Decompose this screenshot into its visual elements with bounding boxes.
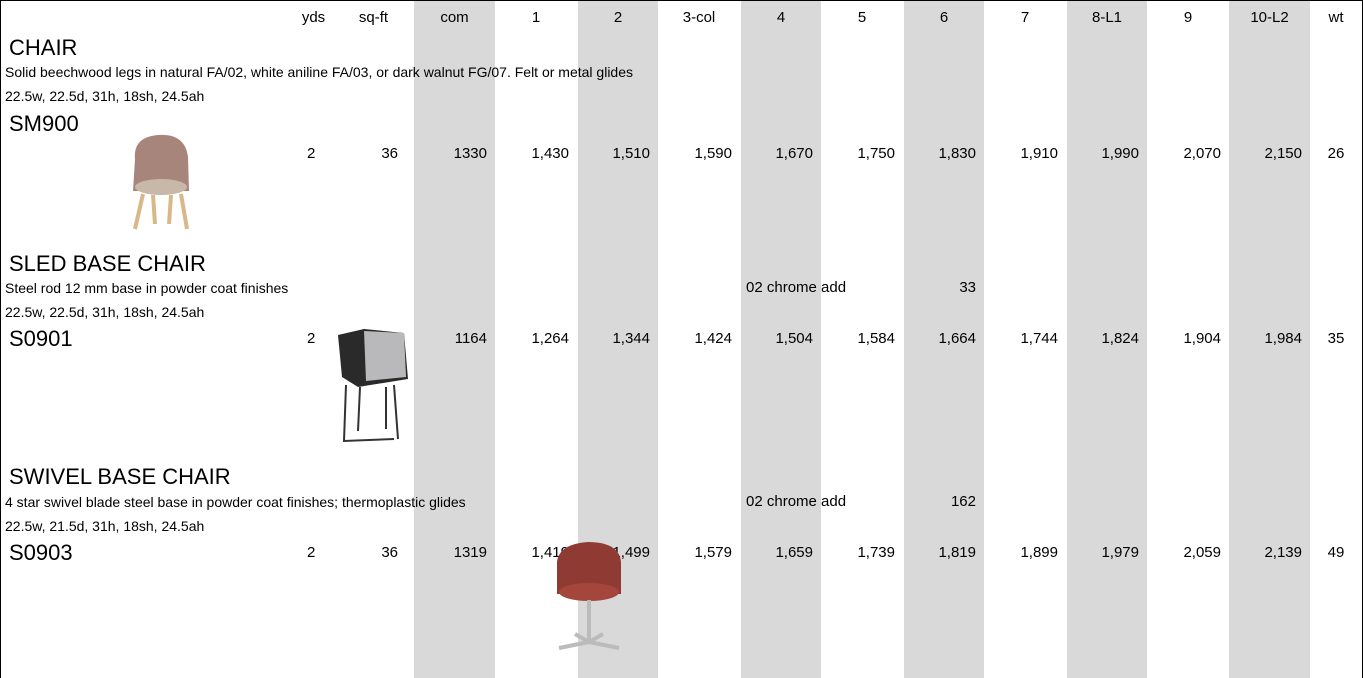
price-value: 36 (381, 544, 398, 561)
price-value: 1,984 (1264, 330, 1302, 347)
column-header: sq-ft (358, 9, 389, 26)
price-value: 1319 (453, 544, 487, 561)
price-value: 1,664 (938, 330, 976, 347)
price-value: 1,264 (531, 330, 569, 347)
price-value: 1,899 (1020, 544, 1058, 561)
price-value: 1,584 (857, 330, 895, 347)
price-value: 1,990 (1101, 145, 1139, 162)
price-value: 1,904 (1183, 330, 1221, 347)
description: Steel rod 12 mm base in powder coat fini… (5, 280, 289, 296)
price-value: 1330 (453, 145, 487, 162)
note-label: 02 chrome add (746, 279, 847, 296)
column-header: yds (301, 9, 326, 26)
price-value: 1,504 (775, 330, 813, 347)
column-header: 10-L2 (1250, 9, 1289, 26)
price-value: 1,510 (612, 145, 650, 162)
column-header: 7 (1020, 9, 1030, 26)
chair-image (557, 542, 621, 650)
price-value: 1,830 (938, 145, 976, 162)
price-value: 1,579 (694, 544, 732, 561)
column-shade (1229, 1, 1310, 678)
chair-image (133, 134, 189, 230)
column-header: 1 (531, 9, 541, 26)
description: 4 star swivel blade steel base in powder… (5, 494, 466, 510)
section-title: SLED BASE CHAIR (9, 251, 206, 276)
price-value: 1,590 (694, 145, 732, 162)
price-value: 1,910 (1020, 145, 1058, 162)
price-value: 49 (1327, 544, 1345, 561)
column-shade (1067, 1, 1147, 678)
price-value: 1,819 (938, 544, 976, 561)
column-shade (904, 1, 984, 678)
model-number: SM900 (9, 111, 79, 136)
price-value: 2,150 (1264, 145, 1302, 162)
section-title: CHAIR (9, 35, 78, 60)
column-header: 8-L1 (1091, 9, 1123, 26)
note-value: 162 (950, 493, 976, 510)
description: Solid beechwood legs in natural FA/02, w… (5, 64, 634, 80)
chair-image (338, 329, 408, 443)
price-value: 1,744 (1020, 330, 1058, 347)
dimensions: 22.5w, 22.5d, 31h, 18sh, 24.5ah (5, 304, 205, 320)
column-header: 9 (1183, 9, 1193, 26)
price-value: 2,139 (1264, 544, 1302, 561)
model-number: S0903 (9, 540, 73, 565)
price-value: 2,059 (1183, 544, 1221, 561)
section-title: SWIVEL BASE CHAIR (9, 464, 231, 489)
price-value: 1,344 (612, 330, 650, 347)
price-value: 1,659 (775, 544, 813, 561)
price-value: 1,424 (694, 330, 732, 347)
model-number: S0901 (9, 326, 73, 351)
column-header: 2 (613, 9, 623, 26)
column-header: 5 (857, 9, 867, 26)
price-value: 1,499 (612, 544, 650, 561)
price-value: 2 (307, 330, 316, 347)
price-value: 35 (1327, 330, 1345, 347)
dimensions: 22.5w, 22.5d, 31h, 18sh, 24.5ah (5, 88, 205, 104)
price-value: 1164 (454, 330, 487, 347)
price-value: 2,070 (1183, 145, 1221, 162)
column-shade (414, 1, 495, 678)
price-value: 2 (307, 145, 316, 162)
column-shade (741, 1, 821, 678)
note-value: 33 (959, 279, 976, 296)
price-value: 36 (381, 145, 398, 162)
price-value: 1,739 (857, 544, 895, 561)
price-value: 1,824 (1101, 330, 1139, 347)
column-header: com (440, 9, 469, 26)
price-value: 1,430 (531, 145, 569, 162)
column-header: 6 (939, 9, 949, 26)
price-value: 1,750 (857, 145, 895, 162)
dimensions: 22.5w, 21.5d, 31h, 18sh, 24.5ah (5, 518, 205, 534)
price-value: 1,670 (775, 145, 813, 162)
note-label: 02 chrome add (746, 493, 847, 510)
column-header: 4 (776, 9, 786, 26)
column-header: wt (1328, 9, 1344, 26)
price-value: 2 (307, 544, 316, 561)
column-header: 3-col (682, 9, 716, 26)
price-value: 1,979 (1101, 544, 1139, 561)
price-value: 26 (1327, 145, 1345, 162)
